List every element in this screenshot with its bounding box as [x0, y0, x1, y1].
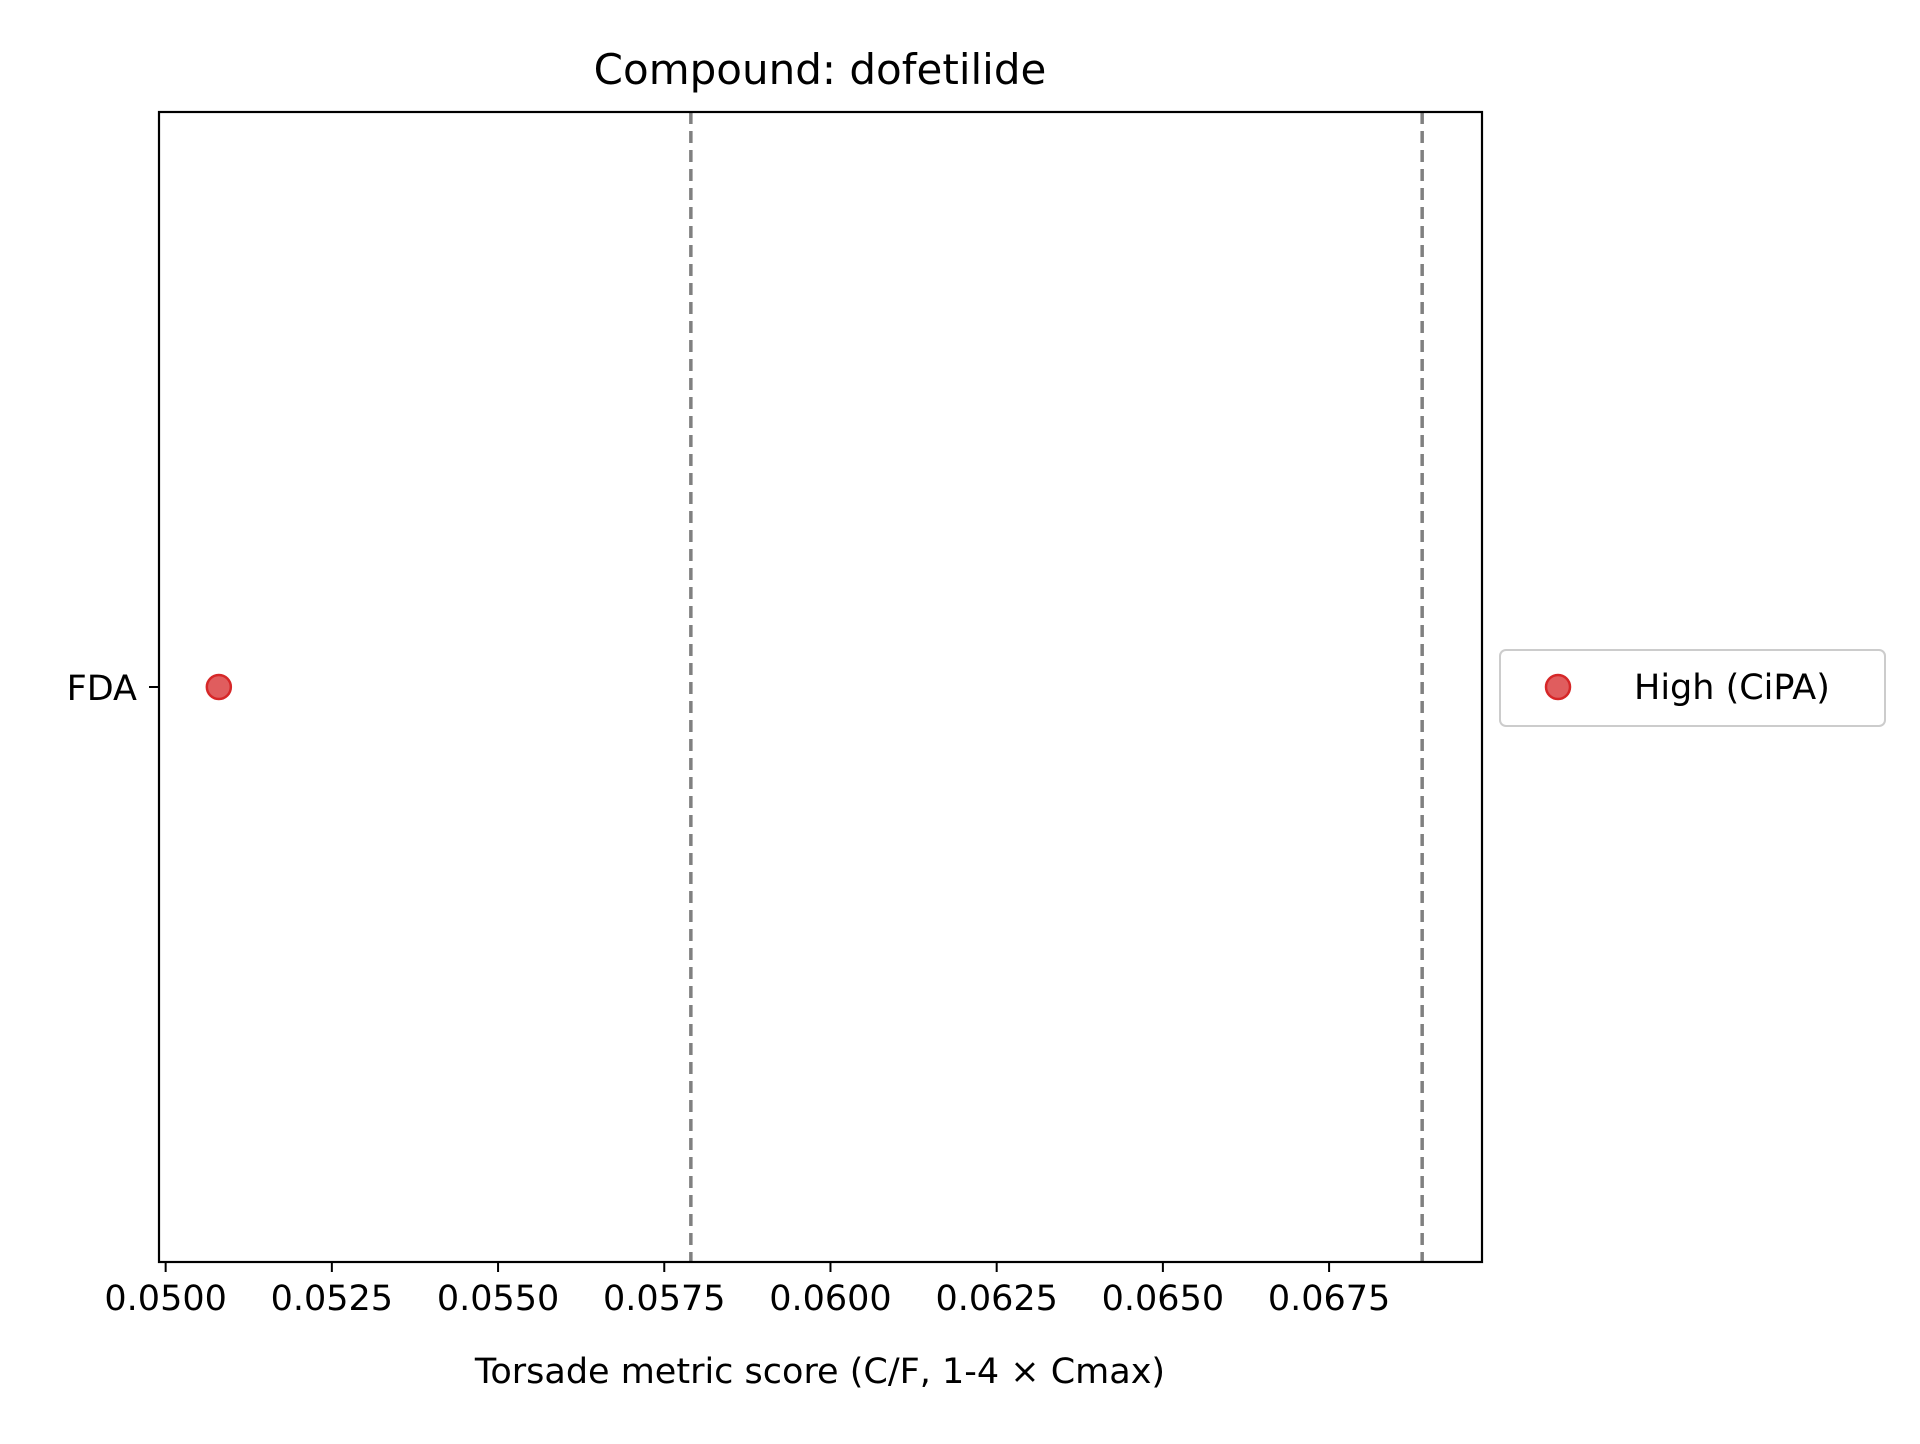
legend-label: High (CiPA) — [1634, 668, 1830, 708]
x-axis: 0.0500 0.0525 0.0550 0.0575 0.0600 0.0625 0.06… — [104, 1262, 1390, 1319]
x-tick-label: 0.0500 — [104, 1279, 226, 1319]
x-tick-label: 0.0650 — [1102, 1279, 1224, 1319]
x-tick-label: 0.0625 — [935, 1279, 1057, 1319]
x-tick-label: 0.0525 — [271, 1279, 393, 1319]
x-axis-label: Torsade metric score (C/F, 1-4 × Cmax) — [474, 1352, 1165, 1392]
x-tick-label: 0.0550 — [437, 1279, 559, 1319]
axes-frame — [157, 110, 1484, 1264]
legend-marker — [1544, 673, 1572, 701]
chart-title: Compound: dofetilide — [594, 45, 1047, 94]
x-tick-label: 0.0575 — [603, 1279, 725, 1319]
legend-box — [1499, 649, 1886, 727]
x-tick-label: 0.0600 — [769, 1279, 891, 1319]
plot-area — [205, 112, 1424, 1262]
legend: High (CiPA) — [1499, 649, 1886, 727]
data-point-high-cipa-1 — [205, 673, 233, 701]
x-tick-label: 0.0675 — [1268, 1279, 1390, 1319]
y-tick-label: FDA — [67, 669, 137, 709]
y-axis: FDA — [67, 669, 159, 709]
